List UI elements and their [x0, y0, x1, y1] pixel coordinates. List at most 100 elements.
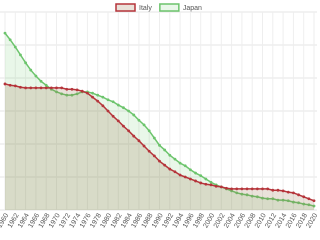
- point: [286, 190, 290, 194]
- point: [132, 134, 136, 138]
- point: [34, 74, 38, 78]
- point: [183, 164, 187, 168]
- point: [199, 174, 203, 178]
- series-area: [5, 33, 314, 211]
- point: [158, 143, 161, 147]
- point: [44, 83, 48, 87]
- point: [204, 182, 208, 186]
- point: [111, 100, 115, 104]
- point: [271, 188, 275, 192]
- legend-label: Italy: [139, 5, 152, 12]
- point: [225, 186, 228, 190]
- point: [173, 157, 177, 161]
- point: [255, 187, 259, 191]
- point: [276, 198, 280, 202]
- point: [91, 91, 94, 95]
- point: [276, 188, 280, 192]
- point: [302, 195, 306, 199]
- point: [240, 187, 244, 191]
- point: [194, 179, 197, 183]
- point: [55, 86, 58, 90]
- point: [49, 86, 53, 90]
- point: [199, 181, 203, 185]
- point: [29, 68, 33, 72]
- point: [65, 87, 69, 91]
- point: [297, 201, 300, 205]
- point: [183, 175, 187, 179]
- point: [142, 144, 146, 148]
- point: [178, 161, 182, 165]
- point: [39, 79, 43, 83]
- point: [8, 38, 12, 42]
- point: [307, 197, 311, 201]
- point: [250, 194, 254, 198]
- point: [271, 197, 275, 201]
- point: [189, 168, 192, 172]
- point: [204, 177, 208, 181]
- point: [163, 148, 167, 152]
- point: [106, 109, 110, 113]
- point: [230, 187, 234, 191]
- point: [230, 189, 234, 193]
- point: [163, 163, 167, 167]
- point: [158, 159, 161, 163]
- point: [70, 93, 74, 97]
- point: [240, 192, 244, 196]
- point: [245, 193, 249, 197]
- point: [91, 95, 94, 99]
- point: [55, 90, 58, 94]
- point: [152, 154, 156, 158]
- point: [209, 180, 213, 184]
- point: [312, 199, 316, 203]
- point: [152, 136, 156, 140]
- point: [19, 85, 22, 89]
- point: [8, 83, 12, 87]
- point: [281, 189, 285, 193]
- x-tick-label: 2020: [305, 212, 317, 229]
- point: [39, 86, 43, 90]
- point: [147, 129, 151, 133]
- point: [75, 88, 79, 92]
- point: [214, 184, 218, 188]
- point: [24, 61, 27, 65]
- point: [292, 191, 295, 195]
- point: [101, 104, 105, 108]
- point: [194, 171, 197, 175]
- point: [70, 87, 74, 91]
- point: [29, 86, 33, 90]
- point: [111, 114, 115, 118]
- point: [60, 92, 64, 96]
- point: [122, 106, 125, 110]
- point: [261, 196, 264, 200]
- legend-swatch: [159, 3, 180, 12]
- point: [173, 170, 177, 174]
- point: [245, 187, 249, 191]
- point: [13, 84, 17, 88]
- point: [122, 124, 125, 128]
- point: [96, 93, 100, 97]
- point: [86, 91, 89, 95]
- point: [116, 103, 120, 107]
- point: [266, 187, 270, 191]
- point: [235, 191, 239, 195]
- legend-label: Japan: [183, 5, 202, 12]
- point: [3, 31, 7, 35]
- point: [19, 53, 22, 57]
- point: [132, 113, 136, 117]
- point: [235, 187, 239, 191]
- point: [219, 185, 223, 189]
- legend-swatch: [115, 3, 136, 12]
- point: [34, 86, 38, 90]
- point: [168, 153, 172, 157]
- x-tick-label: 1960: [0, 212, 10, 229]
- point: [302, 202, 306, 206]
- point: [44, 86, 48, 90]
- point: [127, 109, 130, 113]
- point: [281, 198, 285, 202]
- point: [127, 129, 130, 133]
- point: [96, 99, 100, 103]
- point: [137, 118, 141, 122]
- point: [292, 200, 295, 204]
- point: [101, 95, 105, 99]
- point: [13, 45, 17, 49]
